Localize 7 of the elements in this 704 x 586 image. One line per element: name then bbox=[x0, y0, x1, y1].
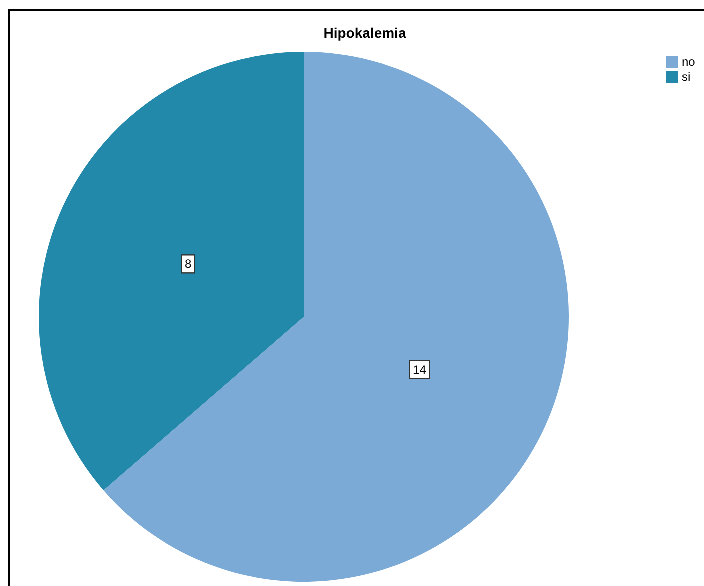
pie-slice bbox=[104, 52, 569, 582]
legend-label: no bbox=[682, 55, 696, 69]
legend-label: si bbox=[682, 70, 691, 84]
data-label: 8 bbox=[184, 257, 192, 272]
pie-slice bbox=[39, 52, 304, 491]
chart-title: Hipokalemia bbox=[324, 25, 406, 41]
data-label: 14 bbox=[413, 362, 427, 377]
